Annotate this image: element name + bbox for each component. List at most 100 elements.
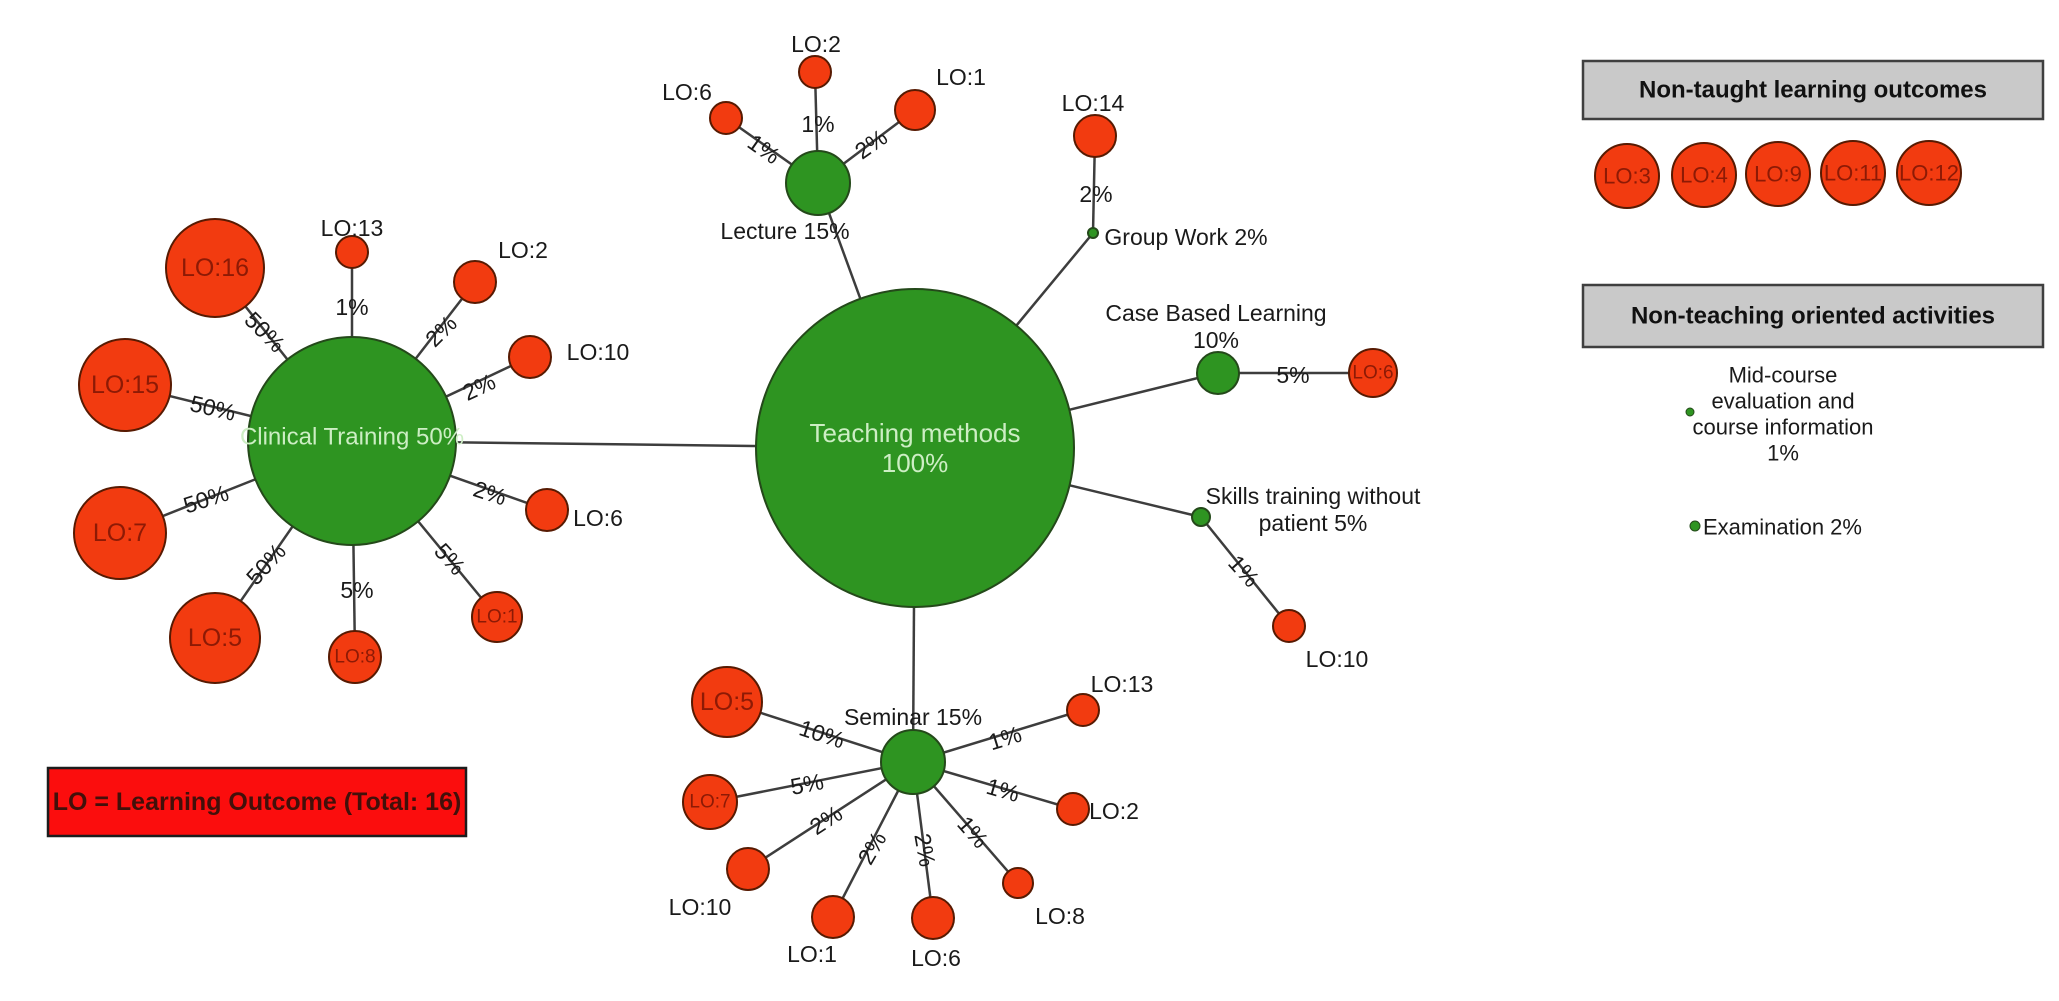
node-skills-training-label-line: patient 5% xyxy=(1259,510,1368,536)
edge-pct-clinical-lo8: 5% xyxy=(340,577,373,603)
node-clinical-lo15 xyxy=(78,338,172,432)
node-clinical-lo13 xyxy=(335,235,369,269)
node-skills-lo10-label: LO:10 xyxy=(1306,646,1369,672)
node-teaching-methods xyxy=(755,288,1075,608)
node-seminar xyxy=(880,729,946,795)
node-mid-course-evaluation-label-line: evaluation and xyxy=(1711,389,1854,414)
node-clinical-lo5-label: LO:5 xyxy=(188,624,242,652)
node-seminar-lo8 xyxy=(1002,867,1034,899)
node-mid-course-evaluation-label-line: course information xyxy=(1693,415,1874,440)
node-group-work-lo14 xyxy=(1073,114,1117,158)
node-mid-course-evaluation-label-line: 1% xyxy=(1767,441,1799,466)
edge-seminar-seminar-lo7 xyxy=(709,760,914,804)
legend-box xyxy=(46,766,468,838)
node-nt-lo4 xyxy=(1671,142,1737,208)
node-seminar-lo7 xyxy=(682,774,738,830)
node-clinical-lo15-label: LO:15 xyxy=(91,371,159,399)
node-seminar-lo10-label: LO:10 xyxy=(669,894,732,920)
node-lecture-lo6 xyxy=(709,101,743,135)
node-cbl-lo6 xyxy=(1348,348,1398,398)
node-case-based-learning xyxy=(1196,351,1240,395)
edge-pct-seminar-lo7: 5% xyxy=(788,768,826,800)
node-mid-course-evaluation-dot xyxy=(1685,407,1695,417)
node-clinical-lo10 xyxy=(508,335,552,379)
node-group-work-label: Group Work 2% xyxy=(1104,224,1267,250)
node-seminar-label: Seminar 15% xyxy=(844,704,982,730)
node-skills-lo10 xyxy=(1272,609,1306,643)
node-skills-training-label-line: Skills training without xyxy=(1206,483,1421,509)
node-clinical-lo8-label: LO:8 xyxy=(334,647,375,668)
node-clinical-lo6-label: LO:6 xyxy=(573,505,623,531)
node-seminar-lo5 xyxy=(691,666,763,738)
node-clinical-lo5 xyxy=(169,592,261,684)
node-examination-dot xyxy=(1689,520,1701,532)
node-seminar-lo13-label: LO:13 xyxy=(1091,671,1154,697)
node-seminar-lo7-label: LO:7 xyxy=(689,792,730,813)
node-seminar-lo2 xyxy=(1056,792,1090,826)
edge-pct-group-work-lo14: 2% xyxy=(1079,181,1112,207)
node-mid-course-evaluation-label-line: Mid-course xyxy=(1729,363,1838,388)
node-clinical-lo2 xyxy=(453,260,497,304)
node-clinical-lo1 xyxy=(471,591,523,643)
node-nt-lo3-label: LO:3 xyxy=(1603,164,1651,189)
edge-skills-training-skills-lo10 xyxy=(1200,516,1290,627)
node-examination-label-line: Examination 2% xyxy=(1703,515,1862,540)
non-taught-header-label: Non-taught learning outcomes xyxy=(1639,77,1987,104)
node-lecture-lo2 xyxy=(798,55,832,89)
node-seminar-lo2-label: LO:2 xyxy=(1089,798,1139,824)
node-lecture-lo1-label: LO:1 xyxy=(936,64,986,90)
node-clinical-training-label: Clinical Training 50% xyxy=(240,424,464,451)
node-cbl-lo6-label: LO:6 xyxy=(1352,363,1393,384)
non-teaching-header-box xyxy=(1581,283,2045,349)
node-seminar-lo1 xyxy=(811,895,855,939)
node-seminar-lo6-label: LO:6 xyxy=(911,945,961,971)
node-nt-lo12-label: LO:12 xyxy=(1899,161,1959,186)
node-clinical-lo16-label: LO:16 xyxy=(181,254,249,282)
node-seminar-lo1-label: LO:1 xyxy=(787,941,837,967)
node-nt-lo9-label: LO:9 xyxy=(1754,162,1802,187)
node-nt-lo11-label: LO:11 xyxy=(1824,161,1882,186)
edge-pct-lecture-lo2: 1% xyxy=(801,111,834,137)
node-lecture-label: Lecture 15% xyxy=(720,218,849,244)
node-teaching-methods-label-line: 100% xyxy=(882,448,949,478)
node-seminar-lo13 xyxy=(1066,693,1100,727)
node-lecture-lo6-label: LO:6 xyxy=(662,79,712,105)
node-nt-lo11 xyxy=(1820,140,1886,206)
node-skills-training xyxy=(1191,507,1211,527)
nodes-layer xyxy=(73,55,1962,940)
node-clinical-lo7-label: LO:7 xyxy=(93,519,147,547)
node-nt-lo9 xyxy=(1745,141,1811,207)
node-clinical-lo16 xyxy=(165,218,265,318)
node-group-work-lo14-label: LO:14 xyxy=(1062,90,1125,116)
node-seminar-lo10 xyxy=(726,847,770,891)
node-lecture-lo1 xyxy=(894,89,936,131)
node-clinical-lo6 xyxy=(525,488,569,532)
node-seminar-lo8-label: LO:8 xyxy=(1035,903,1085,929)
node-clinical-lo10-label: LO:10 xyxy=(567,339,630,365)
node-nt-lo12 xyxy=(1896,140,1962,206)
node-nt-lo3 xyxy=(1594,143,1660,209)
node-clinical-lo7 xyxy=(73,486,167,580)
node-seminar-lo6 xyxy=(911,896,955,940)
non-teaching-header-label: Non-teaching oriented activities xyxy=(1631,303,1995,330)
legend-label: LO = Learning Outcome (Total: 16) xyxy=(53,788,462,816)
node-clinical-training xyxy=(247,336,457,546)
node-group-work xyxy=(1087,227,1099,239)
node-case-based-learning-label-line: Case Based Learning xyxy=(1105,300,1326,326)
edge-pct-seminar-lo6: 2% xyxy=(909,831,940,868)
node-case-based-learning-label-line: 10% xyxy=(1193,327,1239,353)
node-teaching-methods-label-line: Teaching methods xyxy=(809,418,1020,448)
node-seminar-lo5-label: LO:5 xyxy=(700,688,754,716)
edge-pct-cbl-lo6: 5% xyxy=(1276,362,1309,388)
non-taught-header-box xyxy=(1581,59,2045,121)
node-clinical-lo1-label: LO:1 xyxy=(476,607,517,628)
node-lecture-lo2-label: LO:2 xyxy=(791,31,841,57)
node-clinical-lo2-label: LO:2 xyxy=(498,237,548,263)
node-clinical-lo13-label: LO:13 xyxy=(321,215,384,241)
node-nt-lo4-label: LO:4 xyxy=(1680,163,1728,188)
edge-pct-clinical-lo13: 1% xyxy=(335,294,368,320)
node-clinical-lo8 xyxy=(328,630,382,684)
node-lecture xyxy=(785,150,851,216)
